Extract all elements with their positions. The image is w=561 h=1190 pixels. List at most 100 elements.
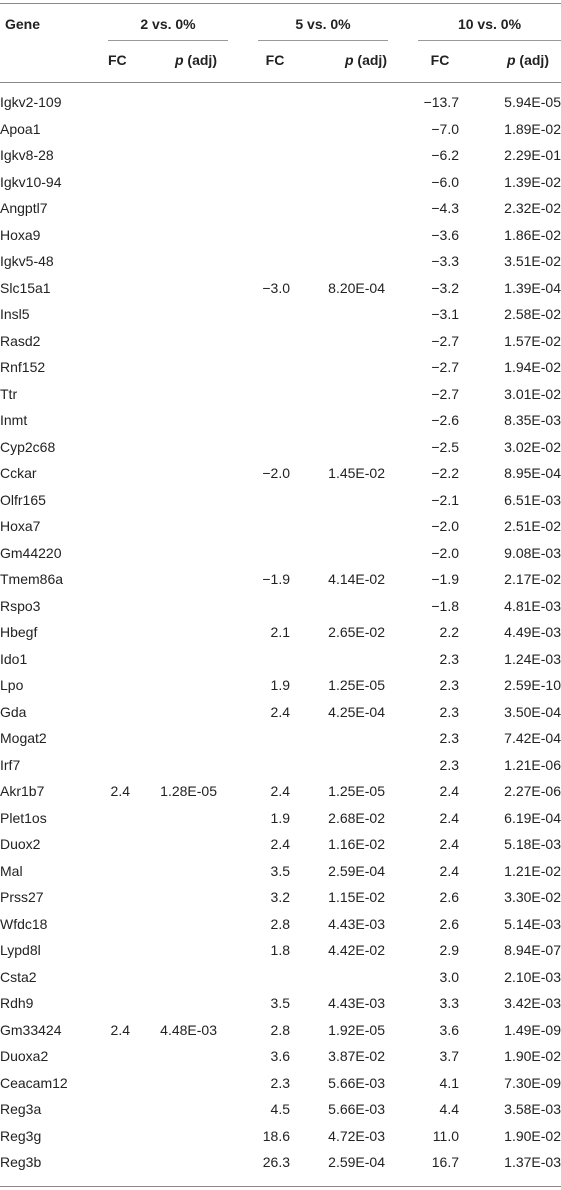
p-adj-10pct-cell: 3.02E-02 [504, 438, 561, 455]
table-row: Csta2 3.0 2.10E-03 [0, 964, 561, 991]
fc-10pct-cell: −4.3 [431, 200, 459, 217]
p-adj-2pct-cell [130, 275, 217, 302]
fc-2pct-cell [108, 593, 130, 620]
table-row: Prss27 3.2 1.15E-02 2.6 3.30E-02 [0, 884, 561, 911]
table-row: Cckar −2.0 1.45E-02 −2.2 8.95E-04 [0, 460, 561, 487]
table-row: Irf7 2.3 1.21E-06 [0, 752, 561, 779]
fc-10pct-cell: −2.7 [431, 359, 459, 376]
p-adj-5pct-cell [290, 407, 385, 434]
p-adj-2pct-cell [130, 487, 217, 514]
p-adj-2pct-cell [130, 725, 217, 752]
p-adj-5pct-cell: 8.20E-04 [328, 279, 385, 296]
table-row: Duox2 2.4 1.16E-02 2.4 5.18E-03 [0, 831, 561, 858]
fc-2pct-cell [108, 884, 130, 911]
fc-2pct-cell [108, 566, 130, 593]
fc-5pct-cell: −2.0 [262, 465, 290, 482]
fc-5pct-cell [217, 725, 290, 752]
table-row: Rnf152 −2.7 1.94E-02 [0, 354, 561, 381]
fc-2pct-cell [108, 540, 130, 567]
p-adj-2pct-cell [130, 222, 217, 249]
fc-5pct-cell [217, 513, 290, 540]
fc-2pct-cell [108, 407, 130, 434]
gene-name-cell: Slc15a1 [0, 279, 51, 296]
gene-name-cell: Hoxa7 [0, 518, 41, 535]
p-adj-2pct-cell [130, 1043, 217, 1070]
fc-10pct-cell: 2.3 [439, 756, 459, 773]
fc-10pct-cell: 2.9 [439, 942, 459, 959]
p-adj-10pct-cell: 1.86E-02 [504, 226, 561, 243]
p-adj-10pct-cell: 4.81E-03 [504, 597, 561, 614]
p-adj-10pct-cell: 4.49E-03 [504, 624, 561, 641]
fc-10pct-cell: 3.3 [439, 995, 459, 1012]
table-row: Mogat2 2.3 7.42E-04 [0, 725, 561, 752]
p-adj-10pct-cell: 7.30E-09 [504, 1074, 561, 1091]
fc-5pct-cell: 1.8 [270, 942, 290, 959]
p-adj-5pct-cell: 5.66E-03 [328, 1074, 385, 1091]
table-row: Akr1b7 2.4 1.28E-05 2.4 1.25E-05 2.4 2.27E-06 [0, 778, 561, 805]
gene-name-cell: Igkv8-28 [0, 147, 54, 164]
p-adj-10pct-cell: 2.10E-03 [504, 968, 561, 985]
fc-10pct-cell: −2.1 [431, 491, 459, 508]
gene-name-cell: Tmem86a [0, 571, 64, 588]
gene-name-cell: Ceacam12 [0, 1074, 68, 1091]
table-row: Reg3a 4.5 5.66E-03 4.4 3.58E-03 [0, 1096, 561, 1123]
table-row: Inmt −2.6 8.35E-03 [0, 407, 561, 434]
group-header-5pct: 5 vs. 0% [295, 16, 351, 32]
fc-5pct-cell [217, 752, 290, 779]
p-adj-10pct-cell: 3.01E-02 [504, 385, 561, 402]
fc-5pct-cell [217, 487, 290, 514]
fc-2pct-cell [108, 990, 130, 1017]
gene-name-cell: Duox2 [0, 836, 41, 853]
fc-5pct-cell [217, 248, 290, 275]
fc-5pct-cell: 2.1 [270, 624, 290, 641]
fc-5pct-cell [217, 964, 290, 991]
gene-name-cell: Igkv5-48 [0, 253, 54, 270]
p-adj-5pct-cell [290, 195, 385, 222]
p-adj-5pct-cell: 2.59E-04 [328, 1154, 385, 1171]
fc-5pct-cell: 3.5 [270, 995, 290, 1012]
fc-10pct-cell: −6.2 [431, 147, 459, 164]
gene-name-cell: Insl5 [0, 306, 30, 323]
fc-5pct-cell [217, 116, 290, 143]
p-adj-10pct-cell: 2.51E-02 [504, 518, 561, 535]
gene-name-cell: Prss27 [0, 889, 44, 906]
gene-table-body: Igkv2-109 −13.7 5.94E-05 Apoa1 −7.0 1.89E-02 I… [0, 89, 561, 1176]
gene-name-cell: Hbegf [0, 624, 38, 641]
fc-10pct-cell: −2.2 [431, 465, 459, 482]
fc-2pct-cell [108, 1149, 130, 1176]
p-adj-2pct-cell [130, 1123, 217, 1150]
fc-2pct-cell [108, 195, 130, 222]
p-adj-5pct-cell: 1.25E-05 [328, 783, 385, 800]
fc-10pct-cell: 4.1 [439, 1074, 459, 1091]
fc-header-10pct: FC [430, 52, 450, 68]
p-adj-5pct-cell: 1.25E-05 [328, 677, 385, 694]
p-adj-5pct-cell [290, 381, 385, 408]
fc-5pct-cell [217, 354, 290, 381]
group-underline-5pct [258, 40, 388, 41]
fc-5pct-cell: 2.8 [270, 915, 290, 932]
fc-5pct-cell: 18.6 [262, 1127, 290, 1144]
p-adj-10pct-cell: 1.90E-02 [504, 1127, 561, 1144]
fc-10pct-cell: 2.3 [439, 677, 459, 694]
table-row: Lypd8l 1.8 4.42E-02 2.9 8.94E-07 [0, 937, 561, 964]
fc-10pct-cell: 2.4 [439, 862, 459, 879]
gene-name-cell: Gm33424 [0, 1021, 62, 1038]
fc-2pct-cell [108, 513, 130, 540]
gene-name-cell: Igkv10-94 [0, 173, 62, 190]
p-adj-5pct-cell [290, 593, 385, 620]
gene-name-cell: Reg3g [0, 1127, 42, 1144]
fc-5pct-cell: 4.5 [270, 1101, 290, 1118]
gene-name-cell: Igkv2-109 [0, 94, 62, 111]
fc-10pct-cell: −2.7 [431, 332, 459, 349]
p-adj-2pct-cell [130, 1149, 217, 1176]
gene-name-cell: Csta2 [0, 968, 37, 985]
fc-5pct-cell: 3.2 [270, 889, 290, 906]
p-adj-2pct-cell: 4.48E-03 [160, 1021, 217, 1038]
fc-10pct-cell: −13.7 [423, 94, 459, 111]
fc-2pct-cell [108, 646, 130, 673]
table-row: Igkv10-94 −6.0 1.39E-02 [0, 169, 561, 196]
fc-10pct-cell: 11.0 [432, 1127, 459, 1144]
fc-2pct-cell [108, 1096, 130, 1123]
p-adj-5pct-cell [290, 646, 385, 673]
fc-5pct-cell: 2.4 [270, 783, 290, 800]
